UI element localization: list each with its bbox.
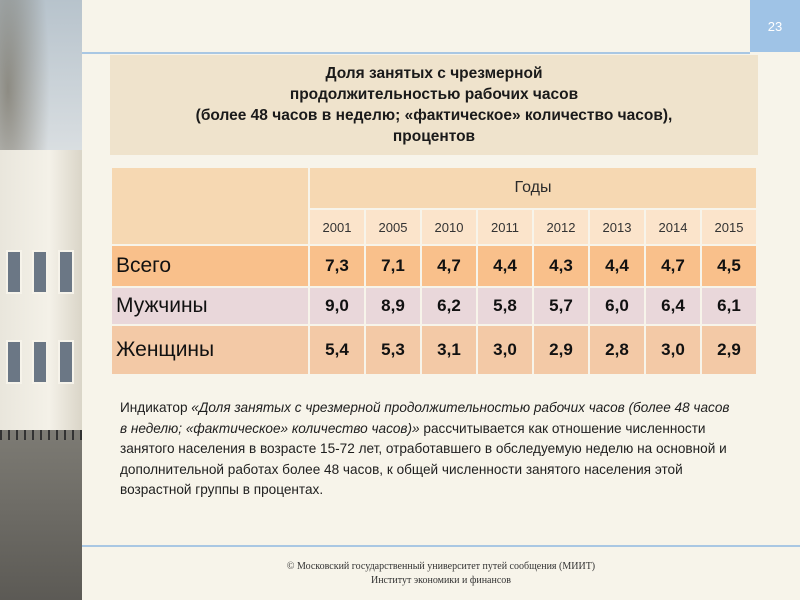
years-row: 2001 2005 2010 2011 2012 2013 2014 2015 xyxy=(112,210,756,244)
note-prefix: Индикатор xyxy=(120,400,192,415)
top-divider xyxy=(82,52,750,54)
value-cell: 5,7 xyxy=(534,288,588,324)
table-row-men: Мужчины 9,0 8,9 6,2 5,8 5,7 6,0 6,4 6,1 xyxy=(112,288,756,324)
row-label: Женщины xyxy=(112,326,308,374)
top-bar xyxy=(82,0,750,52)
value-cell: 3,0 xyxy=(646,326,700,374)
value-cell: 4,5 xyxy=(702,246,756,286)
value-cell: 4,7 xyxy=(646,246,700,286)
building-facade xyxy=(0,150,82,430)
value-cell: 2,9 xyxy=(534,326,588,374)
value-cell: 3,1 xyxy=(422,326,476,374)
fence xyxy=(0,430,82,440)
footer: © Московский государственный университет… xyxy=(82,560,800,588)
bottom-divider xyxy=(82,545,800,547)
footer-copyright: © Московский государственный университет… xyxy=(286,561,596,572)
window xyxy=(58,250,74,294)
value-cell: 6,2 xyxy=(422,288,476,324)
table-row-total: Всего 7,3 7,1 4,7 4,4 4,3 4,4 4,7 4,5 xyxy=(112,246,756,286)
value-cell: 6,0 xyxy=(590,288,644,324)
window xyxy=(32,340,48,384)
title-box: Доля занятых с чрезмерной продолжительно… xyxy=(110,55,758,155)
note-definition: рассчитывается как отношение численности… xyxy=(120,420,727,498)
table-corner xyxy=(112,168,308,244)
year-cell: 2013 xyxy=(590,210,644,244)
table-row-women: Женщины 5,4 5,3 3,1 3,0 2,9 2,8 3,0 2,9 xyxy=(112,326,756,374)
value-cell: 7,1 xyxy=(366,246,420,286)
value-cell: 7,3 xyxy=(310,246,364,286)
value-cell: 4,7 xyxy=(422,246,476,286)
year-cell: 2015 xyxy=(702,210,756,244)
value-cell: 5,8 xyxy=(478,288,532,324)
year-cell: 2010 xyxy=(422,210,476,244)
window xyxy=(6,340,22,384)
value-cell: 4,4 xyxy=(478,246,532,286)
value-cell: 4,3 xyxy=(534,246,588,286)
slide-title: Доля занятых с чрезмерной продолжительно… xyxy=(195,65,673,145)
page-number: 23 xyxy=(750,0,800,52)
value-cell: 9,0 xyxy=(310,288,364,324)
year-cell: 2014 xyxy=(646,210,700,244)
indicator-note: Индикатор «Доля занятых с чрезмерной про… xyxy=(120,398,740,501)
street-ground xyxy=(0,430,82,600)
footer-institute: Институт экономики и финансов xyxy=(370,575,512,586)
year-cell: 2011 xyxy=(478,210,532,244)
value-cell: 2,8 xyxy=(590,326,644,374)
years-header: Годы xyxy=(310,168,756,208)
year-cell: 2005 xyxy=(366,210,420,244)
window xyxy=(6,250,22,294)
data-table: Годы 2001 2005 2010 2011 2012 2013 2014 … xyxy=(110,166,758,376)
window xyxy=(32,250,48,294)
value-cell: 3,0 xyxy=(478,326,532,374)
value-cell: 6,4 xyxy=(646,288,700,324)
value-cell: 6,1 xyxy=(702,288,756,324)
year-cell: 2012 xyxy=(534,210,588,244)
value-cell: 8,9 xyxy=(366,288,420,324)
window xyxy=(58,340,74,384)
row-label: Мужчины xyxy=(112,288,308,324)
value-cell: 5,3 xyxy=(366,326,420,374)
value-cell: 5,4 xyxy=(310,326,364,374)
note-indicator-name: «Доля занятых с чрезмерной продолжительн… xyxy=(120,400,730,436)
building-photo xyxy=(0,0,82,600)
value-cell: 4,4 xyxy=(590,246,644,286)
year-cell: 2001 xyxy=(310,210,364,244)
value-cell: 2,9 xyxy=(702,326,756,374)
row-label: Всего xyxy=(112,246,308,286)
